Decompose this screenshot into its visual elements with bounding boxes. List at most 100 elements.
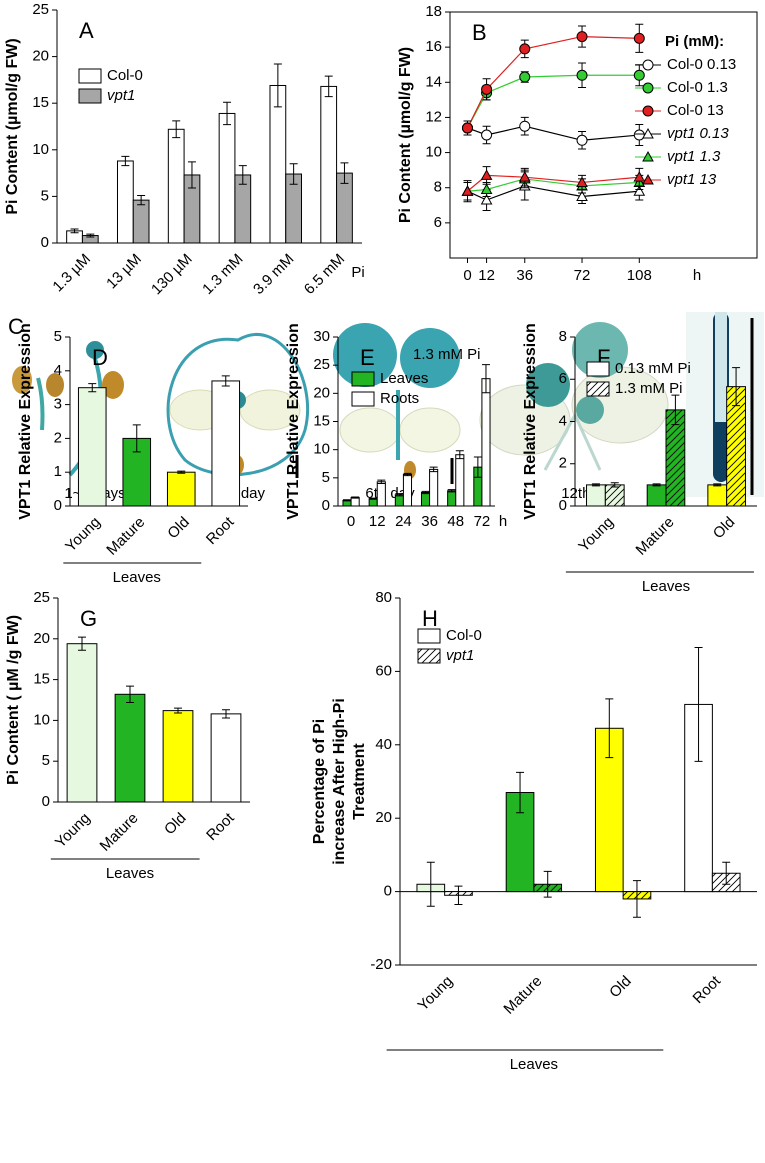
legend-swatch — [586, 361, 610, 377]
legend-label: Col-0 1.3 — [667, 79, 728, 96]
panel-label: D — [92, 345, 108, 370]
error-bar — [732, 367, 741, 407]
point — [518, 171, 531, 182]
error-bar — [351, 496, 360, 499]
error-bar — [481, 364, 490, 394]
legend-marker — [642, 105, 654, 117]
y-tick-label: 20 — [33, 630, 50, 647]
legend-label: Col-0 — [107, 67, 143, 84]
series-line — [467, 174, 640, 192]
y-axis-label: VPT1 Relative Expression — [522, 323, 539, 520]
x-tick-label: 108 — [627, 267, 652, 284]
legend-marker — [642, 150, 654, 162]
x-tick-label: Young — [415, 973, 457, 1015]
error-bar — [605, 698, 614, 759]
error-bar — [70, 228, 79, 234]
legend-marker — [642, 59, 654, 71]
legend-label: 0.13 mM Pi — [615, 360, 691, 377]
error-bar — [610, 482, 619, 488]
y-tick-label: 40 — [375, 736, 392, 753]
error-bar — [543, 870, 552, 898]
bar — [162, 710, 194, 803]
error-bar — [78, 636, 86, 651]
x-tick-label: Old — [161, 810, 190, 839]
error-bar — [121, 155, 130, 167]
error-bar — [369, 497, 378, 500]
bar — [166, 471, 196, 507]
error-bar — [454, 885, 463, 905]
legend-swatch-hatch — [418, 649, 440, 663]
y-tick-label: 30 — [313, 328, 330, 345]
x-tick-label: 130 µM — [148, 251, 196, 299]
point — [480, 183, 493, 194]
error-bar — [221, 375, 230, 387]
point — [576, 31, 588, 43]
y-tick-label: 5 — [322, 469, 330, 486]
bar — [116, 160, 134, 244]
bar — [646, 484, 667, 507]
x-tick-label: 12 — [369, 513, 386, 530]
y-axis-label: VPT1 Relative Expression — [17, 323, 34, 520]
bar — [481, 378, 491, 507]
legend-swatch — [417, 628, 441, 644]
y-tick-label: 25 — [33, 589, 50, 606]
legend-label: vpt1 1.3 — [667, 148, 721, 165]
x-tick-label: 36 — [421, 513, 438, 530]
x-tick-label: Mature — [103, 514, 148, 559]
x-tick-label: Young — [575, 514, 617, 556]
legend-label: Col-0 — [446, 627, 482, 644]
bar-hatch — [605, 484, 625, 506]
y-axis-label: increase After High-Pi — [331, 698, 348, 865]
error-bar — [516, 771, 525, 814]
x-tick-label: 24 — [395, 513, 412, 530]
x-tick-label: Young — [62, 514, 104, 556]
legend-label: Roots — [380, 390, 419, 407]
panel-label: H — [422, 606, 438, 631]
error-bar — [694, 647, 703, 762]
error-bar — [429, 466, 438, 473]
y-tick-label: 6 — [559, 370, 567, 387]
plot-frame — [449, 11, 758, 259]
series-line — [466, 35, 640, 129]
bar — [132, 199, 150, 244]
x-tick-label: 12 — [478, 267, 495, 284]
x-axis-label: h — [499, 513, 507, 530]
y-tick-label: 3 — [54, 396, 62, 413]
legend-label: Col-0 0.13 — [667, 56, 736, 73]
seedling-12th-day — [479, 322, 674, 484]
panel-label: E — [360, 345, 375, 370]
panel-label: A — [79, 18, 94, 43]
error-bar — [273, 63, 282, 108]
bar — [77, 387, 107, 507]
legend-label: 1.3 mM Pi — [615, 380, 683, 397]
y-axis-label: Pi Content (µmol/g FW) — [397, 47, 414, 223]
error-bar — [591, 483, 600, 487]
x-tick-label: 72 — [574, 267, 591, 284]
error-bar — [671, 394, 680, 426]
panel-label: B — [472, 20, 487, 45]
y-tick-label: 16 — [425, 38, 442, 55]
y-tick-label: 0 — [384, 883, 392, 900]
x-tick-label: 13 µM — [103, 251, 145, 293]
error-bar — [722, 861, 731, 885]
x-tick-label: Old — [164, 514, 193, 543]
y-tick-label: 80 — [375, 589, 392, 606]
error-bar — [222, 709, 230, 719]
bar — [429, 468, 439, 507]
y-tick-label: 14 — [425, 73, 442, 90]
legend-swatch — [351, 391, 375, 407]
error-bar — [421, 490, 430, 495]
bar — [66, 643, 98, 803]
point — [519, 43, 531, 55]
group-label: Leaves — [510, 1056, 558, 1073]
error-bar — [403, 472, 412, 477]
y-tick-label: 15 — [32, 94, 49, 111]
x-tick-label: Mature — [633, 514, 678, 559]
point — [576, 69, 588, 81]
legend-marker — [642, 173, 654, 185]
bar — [218, 112, 236, 244]
legend-marker — [642, 127, 654, 139]
point — [633, 69, 645, 81]
error-bar — [126, 685, 134, 703]
